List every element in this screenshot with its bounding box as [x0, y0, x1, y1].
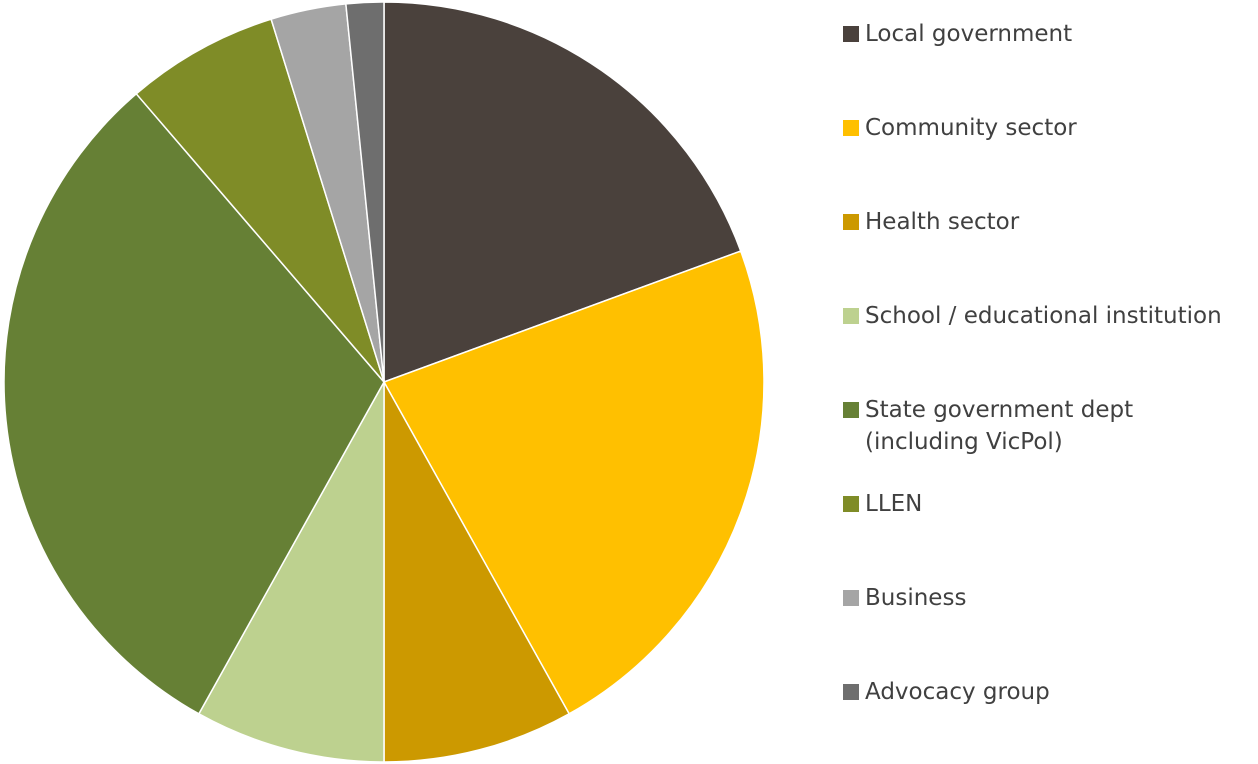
- pie-slice-1: [383, 250, 765, 715]
- pie-slice-5: [135, 18, 385, 383]
- legend-item: Community sector: [843, 112, 1077, 144]
- pie-chart: [3, 1, 765, 763]
- legend-item: LLEN: [843, 488, 922, 520]
- pie-slice-2: [383, 381, 570, 763]
- legend-swatch: [843, 308, 859, 324]
- legend-label: Business: [865, 585, 967, 611]
- legend-swatch: [843, 496, 859, 512]
- pie-slice-0: [383, 1, 742, 383]
- legend-swatch: [843, 214, 859, 230]
- legend-item: State government dept (including VicPol): [843, 394, 1133, 458]
- legend-item: Health sector: [843, 206, 1019, 238]
- legend-label: Local government: [865, 21, 1073, 47]
- legend-label: School / educational institution: [865, 303, 1222, 329]
- pie-chart-svg: [3, 1, 765, 763]
- legend-swatch: [843, 26, 859, 42]
- legend-swatch: [843, 684, 859, 700]
- chart-legend: Local government Community sector Health s…: [843, 0, 1258, 764]
- legend-label: Advocacy group: [865, 679, 1050, 705]
- legend-swatch: [843, 402, 859, 418]
- legend-item: Local government: [843, 18, 1072, 50]
- legend-label: LLEN: [865, 491, 923, 517]
- legend-label: Community sector: [865, 115, 1077, 141]
- legend-label: State government dept (including VicPol): [865, 397, 1134, 455]
- legend-swatch: [843, 590, 859, 606]
- legend-item: Advocacy group: [843, 676, 1050, 708]
- legend-swatch: [843, 120, 859, 136]
- legend-label: Health sector: [865, 209, 1020, 235]
- pie-slice-7: [345, 1, 385, 383]
- legend-item: School / educational institution: [843, 300, 1222, 332]
- legend-item: Business: [843, 582, 966, 614]
- pie-slice-4: [3, 93, 385, 715]
- pie-slice-3: [198, 381, 385, 763]
